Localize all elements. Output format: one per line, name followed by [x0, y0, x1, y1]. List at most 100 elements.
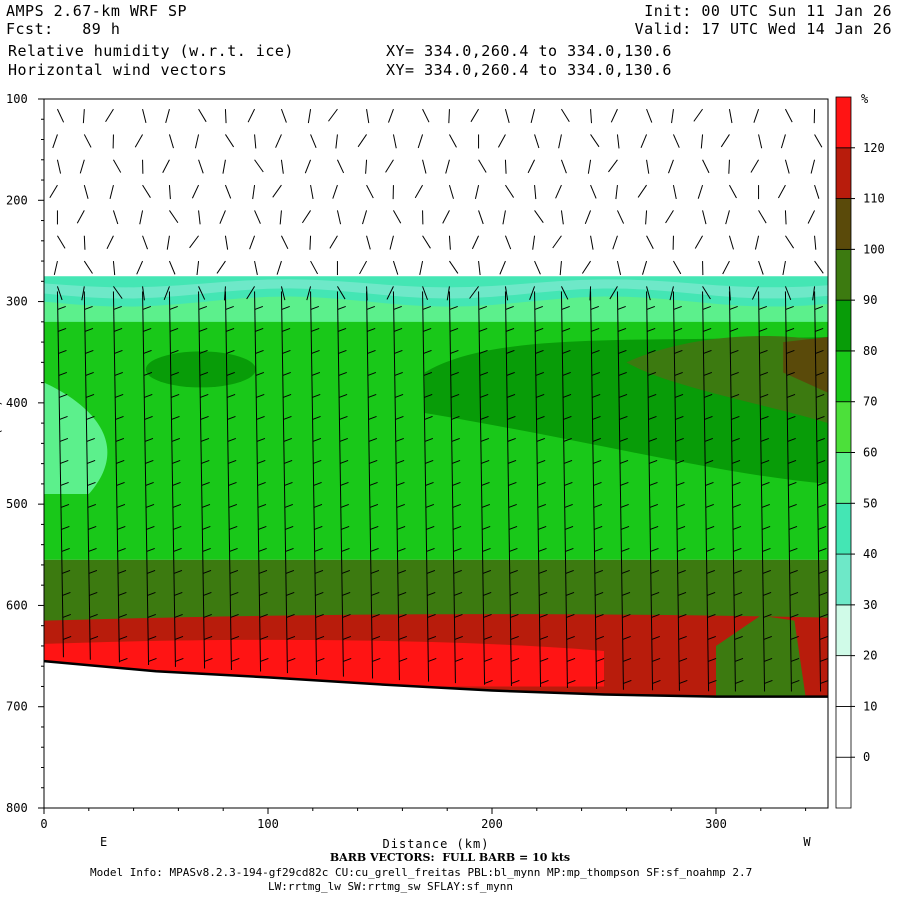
wind-barb-upper — [616, 134, 620, 149]
wind-barb-tick — [591, 393, 601, 398]
wind-barb-tick — [649, 503, 658, 508]
wind-barb-tick — [819, 657, 829, 662]
wind-barb-tick — [311, 349, 320, 354]
wind-barb-upper — [422, 159, 427, 174]
wind-barb-tick — [596, 679, 605, 684]
model-info-physics: LW:rrtmg_lw SW:rrtmg_sw SFLAY:sf_mynn — [268, 880, 514, 893]
wind-barb-tick — [338, 393, 348, 398]
wind-barb-tick — [566, 657, 576, 662]
wind-barb-tick — [282, 393, 292, 398]
wind-barb-staff — [728, 291, 736, 692]
wind-barb-tick — [259, 591, 268, 596]
wind-barb-tick — [618, 349, 627, 354]
wind-barb-staff — [336, 291, 344, 677]
wind-barb-tick — [145, 459, 154, 464]
wind-barb-tick — [622, 657, 632, 662]
wind-barb-tick — [116, 481, 125, 486]
wind-barb-tick — [479, 349, 488, 354]
wind-barb-tick — [483, 613, 492, 618]
wind-barb-upper — [478, 210, 484, 225]
wind-barb-upper — [222, 159, 226, 174]
wind-barb-tick — [394, 371, 403, 376]
colorbar-swatch — [835, 655, 852, 707]
wind-barb-tick — [341, 547, 350, 552]
wind-barb-tick — [762, 547, 771, 552]
wind-barb-upper — [812, 286, 816, 301]
wind-barb-upper — [272, 184, 282, 198]
wind-barb-tick — [368, 437, 378, 442]
wind-barb-upper — [810, 159, 816, 174]
wind-barb-tick — [315, 613, 324, 618]
wind-barb-tick — [202, 547, 211, 552]
colorbar-label: 70 — [863, 395, 877, 409]
wind-barb-tick — [340, 481, 349, 486]
wind-barb-tick — [674, 349, 683, 354]
wind-barb-tick — [506, 349, 515, 354]
wind-barb-tick — [114, 371, 123, 376]
wind-barb-tick — [199, 327, 208, 332]
wind-barb-tick — [675, 415, 684, 420]
wind-barb-tick — [201, 481, 210, 486]
wind-barb-tick — [256, 415, 265, 420]
wind-barb-tick — [396, 481, 405, 486]
wind-barb-upper — [254, 159, 264, 173]
wind-barb-tick — [283, 437, 292, 442]
wind-barb-tick — [395, 459, 405, 464]
wind-barb-upper — [191, 184, 200, 199]
wind-barb-upper — [196, 261, 200, 276]
wind-barb-tick — [648, 459, 658, 464]
field-name-wind: Horizontal wind vectors — [8, 61, 228, 79]
wind-barb-tick — [760, 415, 769, 420]
wind-barb-tick — [707, 613, 716, 618]
wind-barb-upper — [113, 159, 122, 173]
wind-barb-tick — [254, 305, 264, 310]
wind-barb-tick — [341, 569, 351, 574]
wind-barb-upper — [169, 210, 179, 224]
wind-barb-tick — [88, 547, 97, 552]
wind-barb-tick — [200, 415, 209, 420]
wind-barb-tick — [593, 481, 602, 486]
wind-barb-tick — [201, 503, 211, 508]
wind-barb-tick — [647, 371, 656, 376]
wind-barb-tick — [117, 569, 127, 574]
wind-barb-upper — [357, 134, 367, 148]
wind-barb-tick — [282, 349, 291, 354]
wind-barb-upper — [392, 134, 397, 149]
wind-barb-upper — [306, 286, 312, 301]
wind-barb-tick — [203, 613, 212, 618]
wind-barb-staff — [280, 291, 288, 674]
wind-barb-tick — [60, 481, 69, 486]
wind-barb-upper — [359, 260, 367, 275]
colorbar-label: 30 — [863, 598, 877, 612]
wind-barb-tick — [647, 349, 656, 354]
wind-barb-tick — [708, 679, 717, 684]
wind-barb-tick — [170, 371, 179, 376]
wind-barb-tick — [621, 547, 630, 552]
wind-barb-upper — [694, 235, 703, 249]
wind-barb-tick — [86, 437, 95, 442]
wind-barb-tick — [788, 481, 797, 486]
wind-barb-tick — [143, 349, 152, 354]
wind-barb-upper — [198, 286, 206, 300]
wind-barb-tick — [731, 437, 740, 442]
wind-barb-tick — [451, 459, 461, 464]
wind-barb-tick — [510, 635, 519, 640]
wind-barb-tick — [535, 393, 545, 398]
wind-barb-upper — [610, 108, 618, 123]
wind-barb-tick — [230, 635, 240, 640]
colorbar-label: 90 — [863, 293, 877, 307]
wind-barb-tick — [394, 393, 404, 398]
wind-barb-tick — [281, 327, 291, 332]
colorbar-swatch — [835, 350, 852, 403]
wind-barb-tick — [172, 481, 181, 486]
wind-barb-tick — [674, 371, 683, 376]
wind-barb-tick — [61, 547, 70, 552]
colorbar-swatch — [835, 299, 852, 352]
wind-barb-upper — [106, 235, 114, 250]
wind-barb-tick — [677, 547, 686, 552]
wind-barb-tick — [561, 305, 570, 310]
wind-barb-tick — [508, 503, 517, 508]
colorbar-unit: % — [861, 92, 869, 106]
wind-barb-tick — [820, 679, 829, 684]
y-axis-label: Pressure (hPa) — [0, 399, 3, 500]
